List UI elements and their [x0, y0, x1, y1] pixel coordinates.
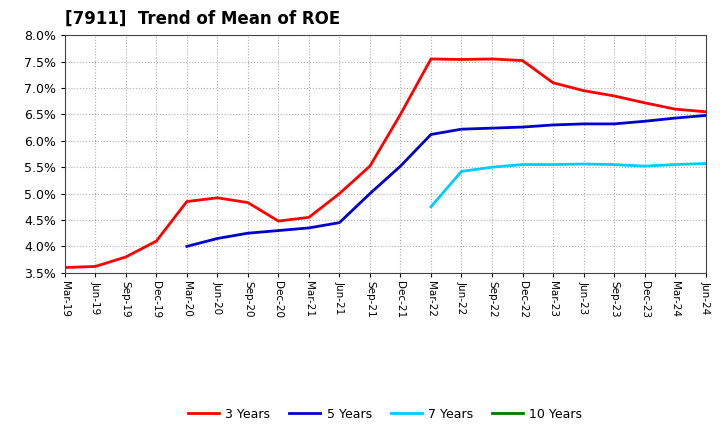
Line: 5 Years: 5 Years: [187, 115, 706, 246]
3 Years: [579, 88, 588, 93]
5 Years: [518, 125, 527, 130]
5 Years: [610, 121, 618, 127]
7 Years: [518, 162, 527, 167]
7 Years: [701, 161, 710, 166]
3 Years: [701, 109, 710, 114]
5 Years: [427, 132, 436, 137]
3 Years: [518, 58, 527, 63]
5 Years: [183, 244, 192, 249]
3 Years: [60, 265, 69, 270]
3 Years: [183, 199, 192, 204]
3 Years: [671, 106, 680, 112]
3 Years: [549, 80, 557, 85]
3 Years: [366, 164, 374, 169]
5 Years: [487, 125, 496, 131]
3 Years: [427, 56, 436, 62]
3 Years: [305, 215, 313, 220]
3 Years: [152, 238, 161, 244]
5 Years: [457, 127, 466, 132]
5 Years: [640, 119, 649, 124]
5 Years: [701, 113, 710, 118]
7 Years: [579, 161, 588, 167]
5 Years: [335, 220, 343, 225]
3 Years: [243, 200, 252, 205]
5 Years: [305, 225, 313, 231]
Line: 3 Years: 3 Years: [65, 59, 706, 268]
5 Years: [396, 164, 405, 169]
3 Years: [274, 218, 283, 224]
7 Years: [457, 169, 466, 174]
3 Years: [396, 112, 405, 117]
3 Years: [213, 195, 222, 201]
3 Years: [122, 254, 130, 260]
5 Years: [366, 191, 374, 196]
Legend: 3 Years, 5 Years, 7 Years, 10 Years: 3 Years, 5 Years, 7 Years, 10 Years: [183, 403, 588, 425]
7 Years: [487, 165, 496, 170]
5 Years: [213, 236, 222, 241]
7 Years: [671, 162, 680, 167]
3 Years: [640, 100, 649, 106]
7 Years: [610, 162, 618, 167]
3 Years: [610, 93, 618, 99]
Line: 7 Years: 7 Years: [431, 164, 706, 207]
7 Years: [640, 164, 649, 169]
5 Years: [579, 121, 588, 127]
3 Years: [457, 57, 466, 62]
Text: [7911]  Trend of Mean of ROE: [7911] Trend of Mean of ROE: [65, 10, 340, 28]
5 Years: [274, 228, 283, 233]
5 Years: [549, 122, 557, 128]
3 Years: [487, 56, 496, 62]
7 Years: [427, 204, 436, 209]
3 Years: [335, 191, 343, 196]
3 Years: [91, 264, 99, 269]
5 Years: [671, 115, 680, 121]
7 Years: [549, 162, 557, 167]
5 Years: [243, 231, 252, 236]
